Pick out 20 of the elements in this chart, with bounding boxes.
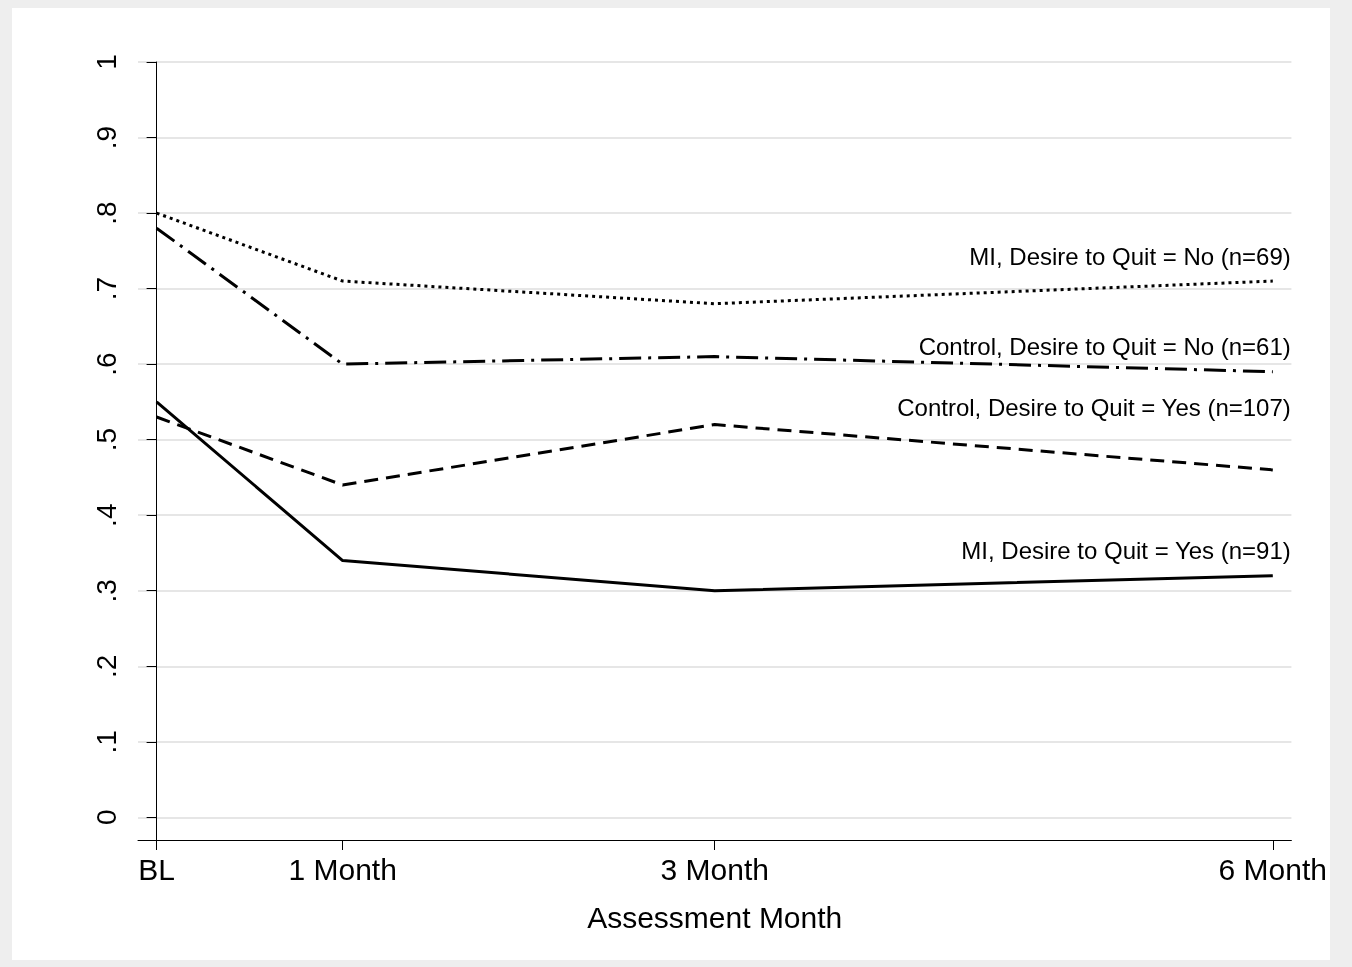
y-tick-label: .9 xyxy=(90,125,122,150)
y-tick-label: 0 xyxy=(90,809,122,826)
y-tick-label: .6 xyxy=(90,352,122,376)
x-axis-title: Assessment Month xyxy=(587,900,843,934)
y-tick-label: .7 xyxy=(90,276,122,301)
series-label: MI, Desire to Quit = Yes (n=91) xyxy=(961,537,1291,565)
y-tick-label: .4 xyxy=(90,503,122,527)
x-tick-label: 3 Month xyxy=(660,852,769,886)
y-tick-label: .1 xyxy=(90,730,122,754)
series-label: Control, Desire to Quit = No (n=61) xyxy=(918,333,1291,361)
x-tick-label: 1 Month xyxy=(288,852,397,886)
x-tick-label: BL xyxy=(138,852,175,886)
y-tick-label: .8 xyxy=(90,201,122,225)
x-tick-label: 6 Month xyxy=(1218,852,1327,886)
y-tick-label: .5 xyxy=(90,427,122,452)
y-tick-label: .3 xyxy=(90,579,122,603)
y-tick-label: 1 xyxy=(90,54,122,70)
series-label: Control, Desire to Quit = Yes (n=107) xyxy=(897,394,1291,422)
y-tick-label: .2 xyxy=(90,654,122,678)
series-label: MI, Desire to Quit = No (n=69) xyxy=(969,242,1291,270)
